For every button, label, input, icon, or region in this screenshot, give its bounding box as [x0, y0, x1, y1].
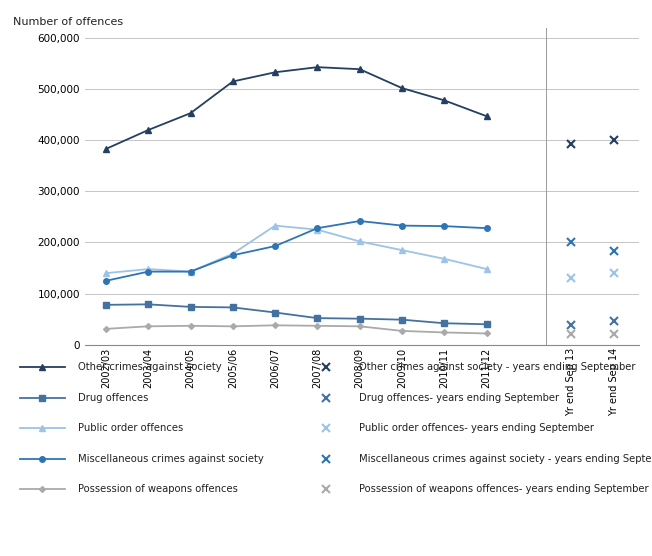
Text: Public order offences- years ending September: Public order offences- years ending Sept… [359, 423, 593, 433]
Public order offences [186, 269, 194, 275]
Possession of weapons offences- years ending September [567, 331, 575, 338]
Other crimes against society - years ending September [567, 141, 575, 147]
Miscellaneous crimes against society [482, 225, 490, 231]
Possession of weapons offences [398, 327, 406, 334]
Possession of weapons offences [229, 323, 237, 330]
Other crimes against society [314, 64, 321, 71]
Line: Miscellaneous crimes against society: Miscellaneous crimes against society [103, 219, 490, 284]
Possession of weapons offences [102, 325, 110, 332]
Other crimes against society [102, 146, 110, 152]
Possession of weapons offences [356, 323, 364, 330]
Line: Possession of weapons offences- years ending September: Possession of weapons offences- years en… [567, 330, 617, 339]
Drug offences [482, 321, 490, 327]
Public order offences- years ending September [610, 270, 617, 276]
Public order offences [441, 256, 449, 262]
Miscellaneous crimes against society [102, 277, 110, 284]
Miscellaneous crimes against society [144, 269, 152, 275]
Public order offences [482, 266, 490, 272]
Other crimes against society [229, 78, 237, 85]
Text: Possession of weapons offences: Possession of weapons offences [78, 484, 238, 494]
Drug offences- years ending September [567, 322, 575, 329]
Line: Drug offences: Drug offences [103, 301, 490, 327]
Miscellaneous crimes against society [356, 218, 364, 225]
Other crimes against society [271, 69, 279, 76]
Line: Public order offences- years ending September: Public order offences- years ending Sept… [567, 269, 617, 282]
Drug offences [271, 309, 279, 316]
Other crimes against society - years ending September [610, 137, 617, 143]
Line: Other crimes against society - years ending September: Other crimes against society - years end… [567, 136, 617, 148]
Line: Miscellaneous crimes against society - years ending September: Miscellaneous crimes against society - y… [567, 239, 617, 255]
Possession of weapons offences [186, 322, 194, 329]
Text: Possession of weapons offences- years ending September: Possession of weapons offences- years en… [359, 484, 648, 494]
Drug offences [398, 316, 406, 323]
Miscellaneous crimes against society - years ending September [567, 239, 575, 246]
Public order offences [356, 238, 364, 245]
Other crimes against society [356, 66, 364, 72]
Line: Public order offences: Public order offences [102, 222, 490, 277]
Miscellaneous crimes against society [441, 223, 449, 230]
Line: Drug offences- years ending September: Drug offences- years ending September [567, 317, 617, 330]
Possession of weapons offences [144, 323, 152, 330]
Text: Drug offences: Drug offences [78, 393, 149, 403]
Possession of weapons offences [441, 329, 449, 336]
Possession of weapons offences [482, 330, 490, 337]
Public order offences [229, 250, 237, 257]
Drug offences [314, 315, 321, 321]
Text: Miscellaneous crimes against society - years ending September: Miscellaneous crimes against society - y… [359, 454, 652, 464]
Other crimes against society [144, 127, 152, 133]
Miscellaneous crimes against society [398, 222, 406, 229]
Possession of weapons offences [314, 322, 321, 329]
Other crimes against society [186, 110, 194, 117]
Text: Number of offences: Number of offences [13, 17, 123, 27]
Drug offences [356, 315, 364, 322]
Drug offences [229, 304, 237, 311]
Drug offences [144, 301, 152, 307]
Possession of weapons offences [271, 322, 279, 329]
Public order offences [398, 247, 406, 254]
Public order offences [271, 222, 279, 229]
Line: Possession of weapons offences: Possession of weapons offences [104, 323, 489, 336]
Miscellaneous crimes against society [271, 243, 279, 250]
Text: Other crimes against society: Other crimes against society [78, 362, 222, 372]
Drug offences- years ending September [610, 318, 617, 325]
Drug offences [102, 301, 110, 308]
Drug offences [441, 320, 449, 326]
Miscellaneous crimes against society - years ending September [610, 248, 617, 255]
Text: Miscellaneous crimes against society: Miscellaneous crimes against society [78, 454, 264, 464]
Public order offences- years ending September [567, 275, 575, 281]
Possession of weapons offences- years ending September [610, 331, 617, 337]
Public order offences [144, 266, 152, 272]
Miscellaneous crimes against society [186, 269, 194, 275]
Text: Drug offences- years ending September: Drug offences- years ending September [359, 393, 559, 403]
Miscellaneous crimes against society [314, 225, 321, 231]
Other crimes against society [441, 97, 449, 104]
Miscellaneous crimes against society [229, 252, 237, 259]
Other crimes against society [482, 113, 490, 120]
Drug offences [186, 304, 194, 310]
Public order offences [102, 270, 110, 276]
Other crimes against society [398, 85, 406, 91]
Text: Other crimes against society - years ending September: Other crimes against society - years end… [359, 362, 635, 372]
Public order offences [314, 226, 321, 233]
Line: Other crimes against society: Other crimes against society [102, 64, 490, 152]
Text: Public order offences: Public order offences [78, 423, 183, 433]
